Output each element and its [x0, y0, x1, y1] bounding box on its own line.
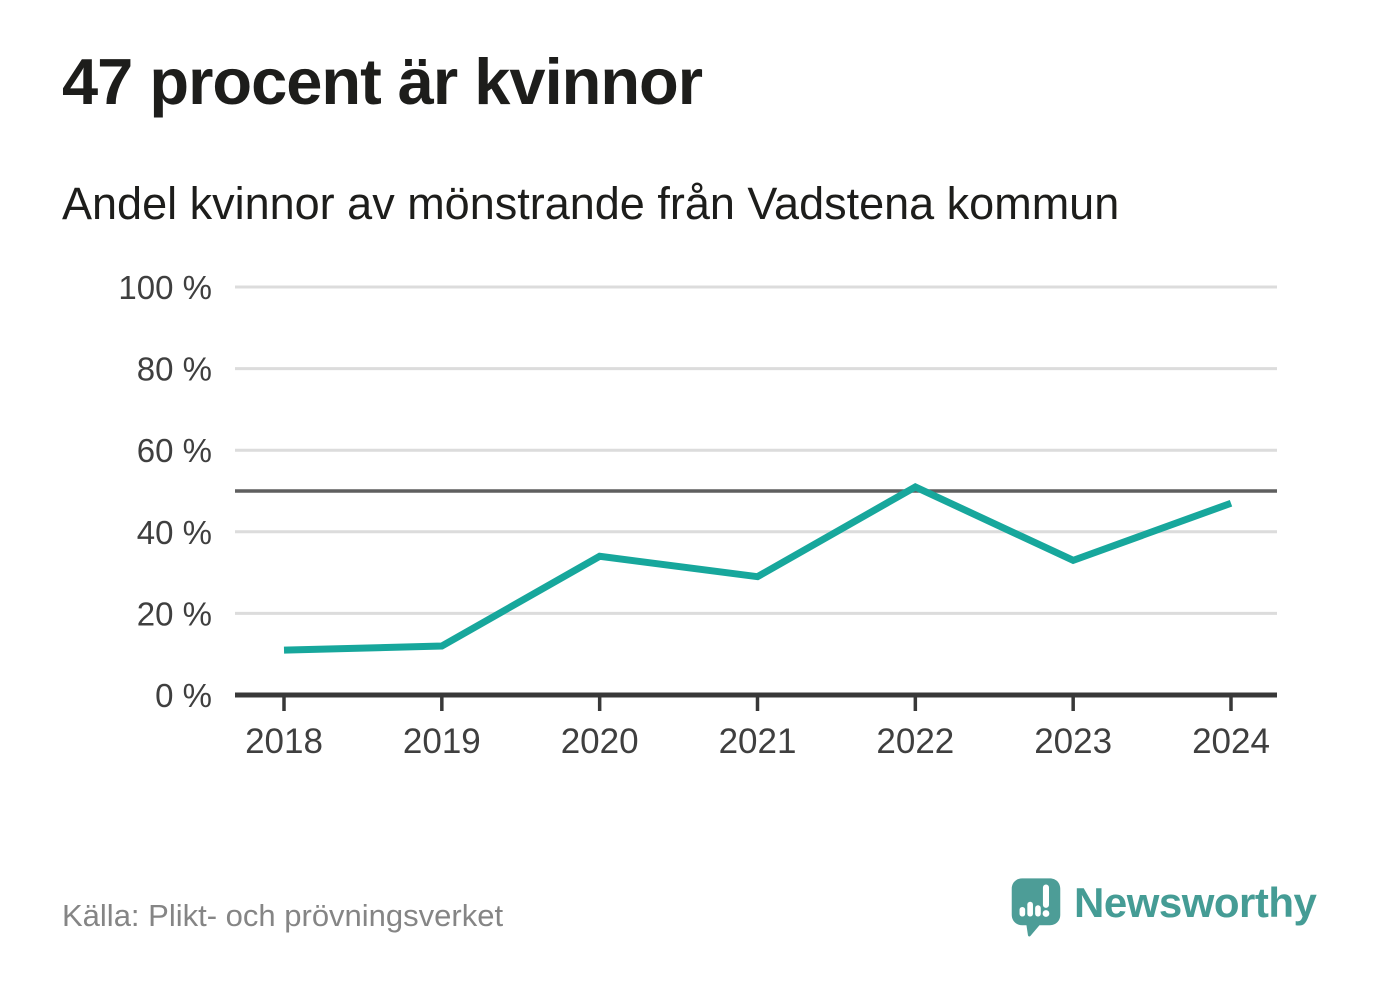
x-axis-label: 2023: [1034, 722, 1112, 761]
y-axis-label: 0 %: [155, 677, 212, 714]
data-line-andel-kvinnor: [283, 482, 1233, 654]
chart-subtitle: Andel kvinnor av mönstrande från Vadsten…: [62, 178, 1120, 229]
chart-title: 47 procent är kvinnor: [62, 45, 703, 118]
bar-icon-small: [1019, 907, 1026, 917]
y-axis-label: 80 %: [137, 351, 212, 388]
bar-icon-tall: [1027, 901, 1033, 917]
newsworthy-logo: Newsworthy: [1010, 876, 1317, 938]
x-axis-label: 2018: [245, 722, 323, 761]
x-axis-label: 2019: [403, 722, 481, 761]
exclamation-dot-icon: [1042, 910, 1050, 917]
y-axis-label: 20 %: [137, 595, 212, 632]
x-axis-label: 2024: [1192, 722, 1270, 761]
y-axis-label: 40 %: [137, 514, 212, 551]
x-axis-label: 2021: [719, 722, 797, 761]
newsworthy-wordmark: Newsworthy: [1074, 879, 1317, 926]
newsworthy-icon: [1011, 878, 1061, 937]
exclamation-bar-icon: [1042, 884, 1049, 908]
y-axis-label: 100 %: [118, 269, 212, 306]
source-note: Källa: Plikt- och prövningsverket: [62, 898, 504, 933]
bar-icon-medium: [1035, 905, 1041, 917]
x-axis-label: 2020: [561, 722, 639, 761]
x-axis-label: 2022: [876, 722, 954, 761]
y-axis-label: 60 %: [137, 432, 212, 469]
